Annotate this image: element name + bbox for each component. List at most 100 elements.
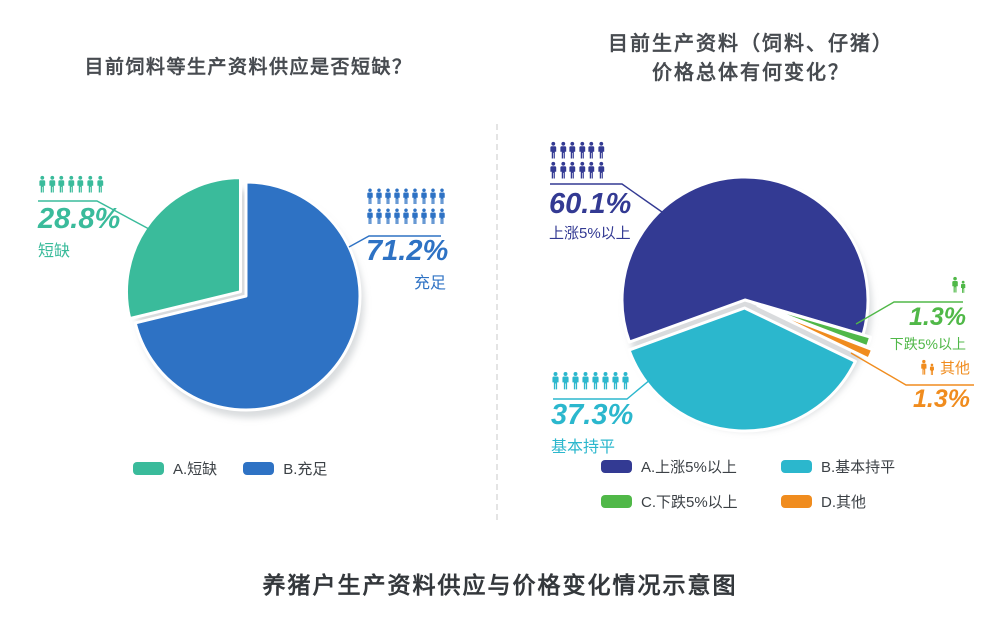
price-up-percent: 60.1% [549, 188, 632, 220]
price-up-category: 上涨5%以上 [549, 225, 631, 243]
person-icon [592, 372, 599, 390]
sufficient-category: 充足 [413, 275, 446, 293]
legend-label: D.其他 [821, 494, 867, 511]
person-icon [394, 208, 400, 224]
person-icon [412, 188, 418, 204]
person-icon [579, 141, 585, 159]
person-icon [412, 208, 418, 224]
people-icons [549, 141, 665, 180]
other-category: 其他 [939, 360, 970, 377]
person-icon [403, 208, 409, 224]
person-icon [559, 141, 566, 159]
people-icon-row [549, 141, 665, 160]
pie-slice-其他 [756, 304, 875, 361]
legend-swatch [243, 462, 275, 475]
people-icon-row [920, 359, 935, 376]
legend-swatch [781, 495, 812, 508]
label-shortage: 28.8% 短缺 [38, 175, 160, 261]
legend-left: A.短缺 B.充足 [133, 458, 327, 479]
people-icons [920, 359, 935, 376]
label-other: 其他 1.3% [884, 359, 970, 412]
legend-item: C.下跌5%以上 [601, 491, 781, 512]
legend-item: B.充足 [243, 458, 327, 479]
person-icon [598, 141, 605, 159]
left-chart-title: 目前饲料等生产资料供应是否短缺？ [84, 57, 413, 78]
pie [125, 176, 364, 418]
person-icon [39, 175, 46, 193]
person-icon [376, 188, 382, 204]
legend-swatch [133, 462, 164, 475]
people-icon-row [551, 371, 667, 391]
legend-label: A.上涨5%以上 [641, 459, 737, 476]
person-icon [550, 161, 557, 179]
person-icon [87, 175, 94, 193]
chart-divider [496, 124, 498, 520]
person-icon [612, 372, 619, 390]
person-icon [598, 161, 605, 179]
people-icons [38, 175, 160, 194]
person-icon [376, 208, 382, 224]
right-chart-title-line1: 目前生产资料（饲料、仔猪） [608, 33, 894, 55]
legend-label: C.下跌5%以上 [641, 494, 738, 511]
sufficient-percent: 71.2% [366, 235, 449, 267]
person-icon [569, 141, 576, 159]
legend-item: B.基本持平 [781, 456, 895, 477]
person-icon [572, 372, 579, 390]
person-icon [77, 175, 84, 193]
shortage-category: 短缺 [38, 243, 71, 261]
shortage-percent: 28.8% [38, 203, 121, 235]
person-icon [921, 359, 927, 375]
people-icon-row [549, 161, 665, 180]
person-icon [96, 175, 103, 193]
person-icon [421, 208, 427, 224]
label-price-down: 1.3% 下跌5%以上 [874, 276, 966, 354]
price-flat-percent: 37.3% [551, 399, 634, 431]
person-icon [430, 208, 436, 224]
legend-item: A.上涨5%以上 [601, 456, 781, 477]
legend-item: A.短缺 [133, 458, 217, 479]
person-icon [622, 372, 629, 390]
other-icon-row: 其他 [884, 359, 970, 376]
people-icon-row [874, 276, 966, 294]
price-down-category: 下跌5%以上 [889, 336, 966, 353]
legend-label: B.基本持平 [821, 459, 896, 476]
person-icon [960, 280, 965, 293]
label-price-flat: 37.3% 基本持平 [551, 371, 667, 457]
person-icon [588, 141, 595, 159]
people-icon-row [366, 187, 446, 206]
person-icon [430, 188, 436, 204]
right-chart-title-line2: 价格总体有何变化？ [652, 62, 850, 84]
people-icons [874, 276, 966, 294]
figure-caption: 养猪户生产资料供应与价格变化情况示意图 [262, 572, 738, 598]
person-icon [582, 372, 589, 390]
person-icon [48, 175, 55, 193]
person-icon [439, 188, 445, 204]
person-icon [569, 161, 576, 179]
person-icon [588, 161, 595, 179]
label-price-up: 60.1% 上涨5%以上 [549, 141, 665, 243]
pie-slice-充足 [133, 180, 362, 412]
people-icons [551, 371, 667, 391]
person-icon [602, 372, 609, 390]
right-chart-title: 目前生产资料（饲料、仔猪） 价格总体有何变化？ [545, 30, 957, 88]
people-icons [366, 187, 446, 226]
person-icon [562, 372, 569, 390]
person-icon [421, 188, 427, 204]
person-icon [439, 208, 445, 224]
other-percent: 1.3% [913, 385, 970, 413]
price-flat-category: 基本持平 [551, 439, 616, 457]
person-icon [951, 276, 958, 293]
person-icon [552, 372, 559, 390]
person-icon [385, 188, 391, 204]
person-icon [367, 208, 373, 224]
person-icon [550, 141, 557, 159]
person-icon [579, 161, 585, 179]
legend-label: B.充足 [283, 461, 328, 478]
person-icon [68, 175, 74, 193]
label-sufficient: 71.2% 充足 [366, 187, 449, 293]
person-icon [403, 188, 409, 204]
person-icon [559, 161, 566, 179]
price-down-percent: 1.3% [909, 303, 966, 331]
